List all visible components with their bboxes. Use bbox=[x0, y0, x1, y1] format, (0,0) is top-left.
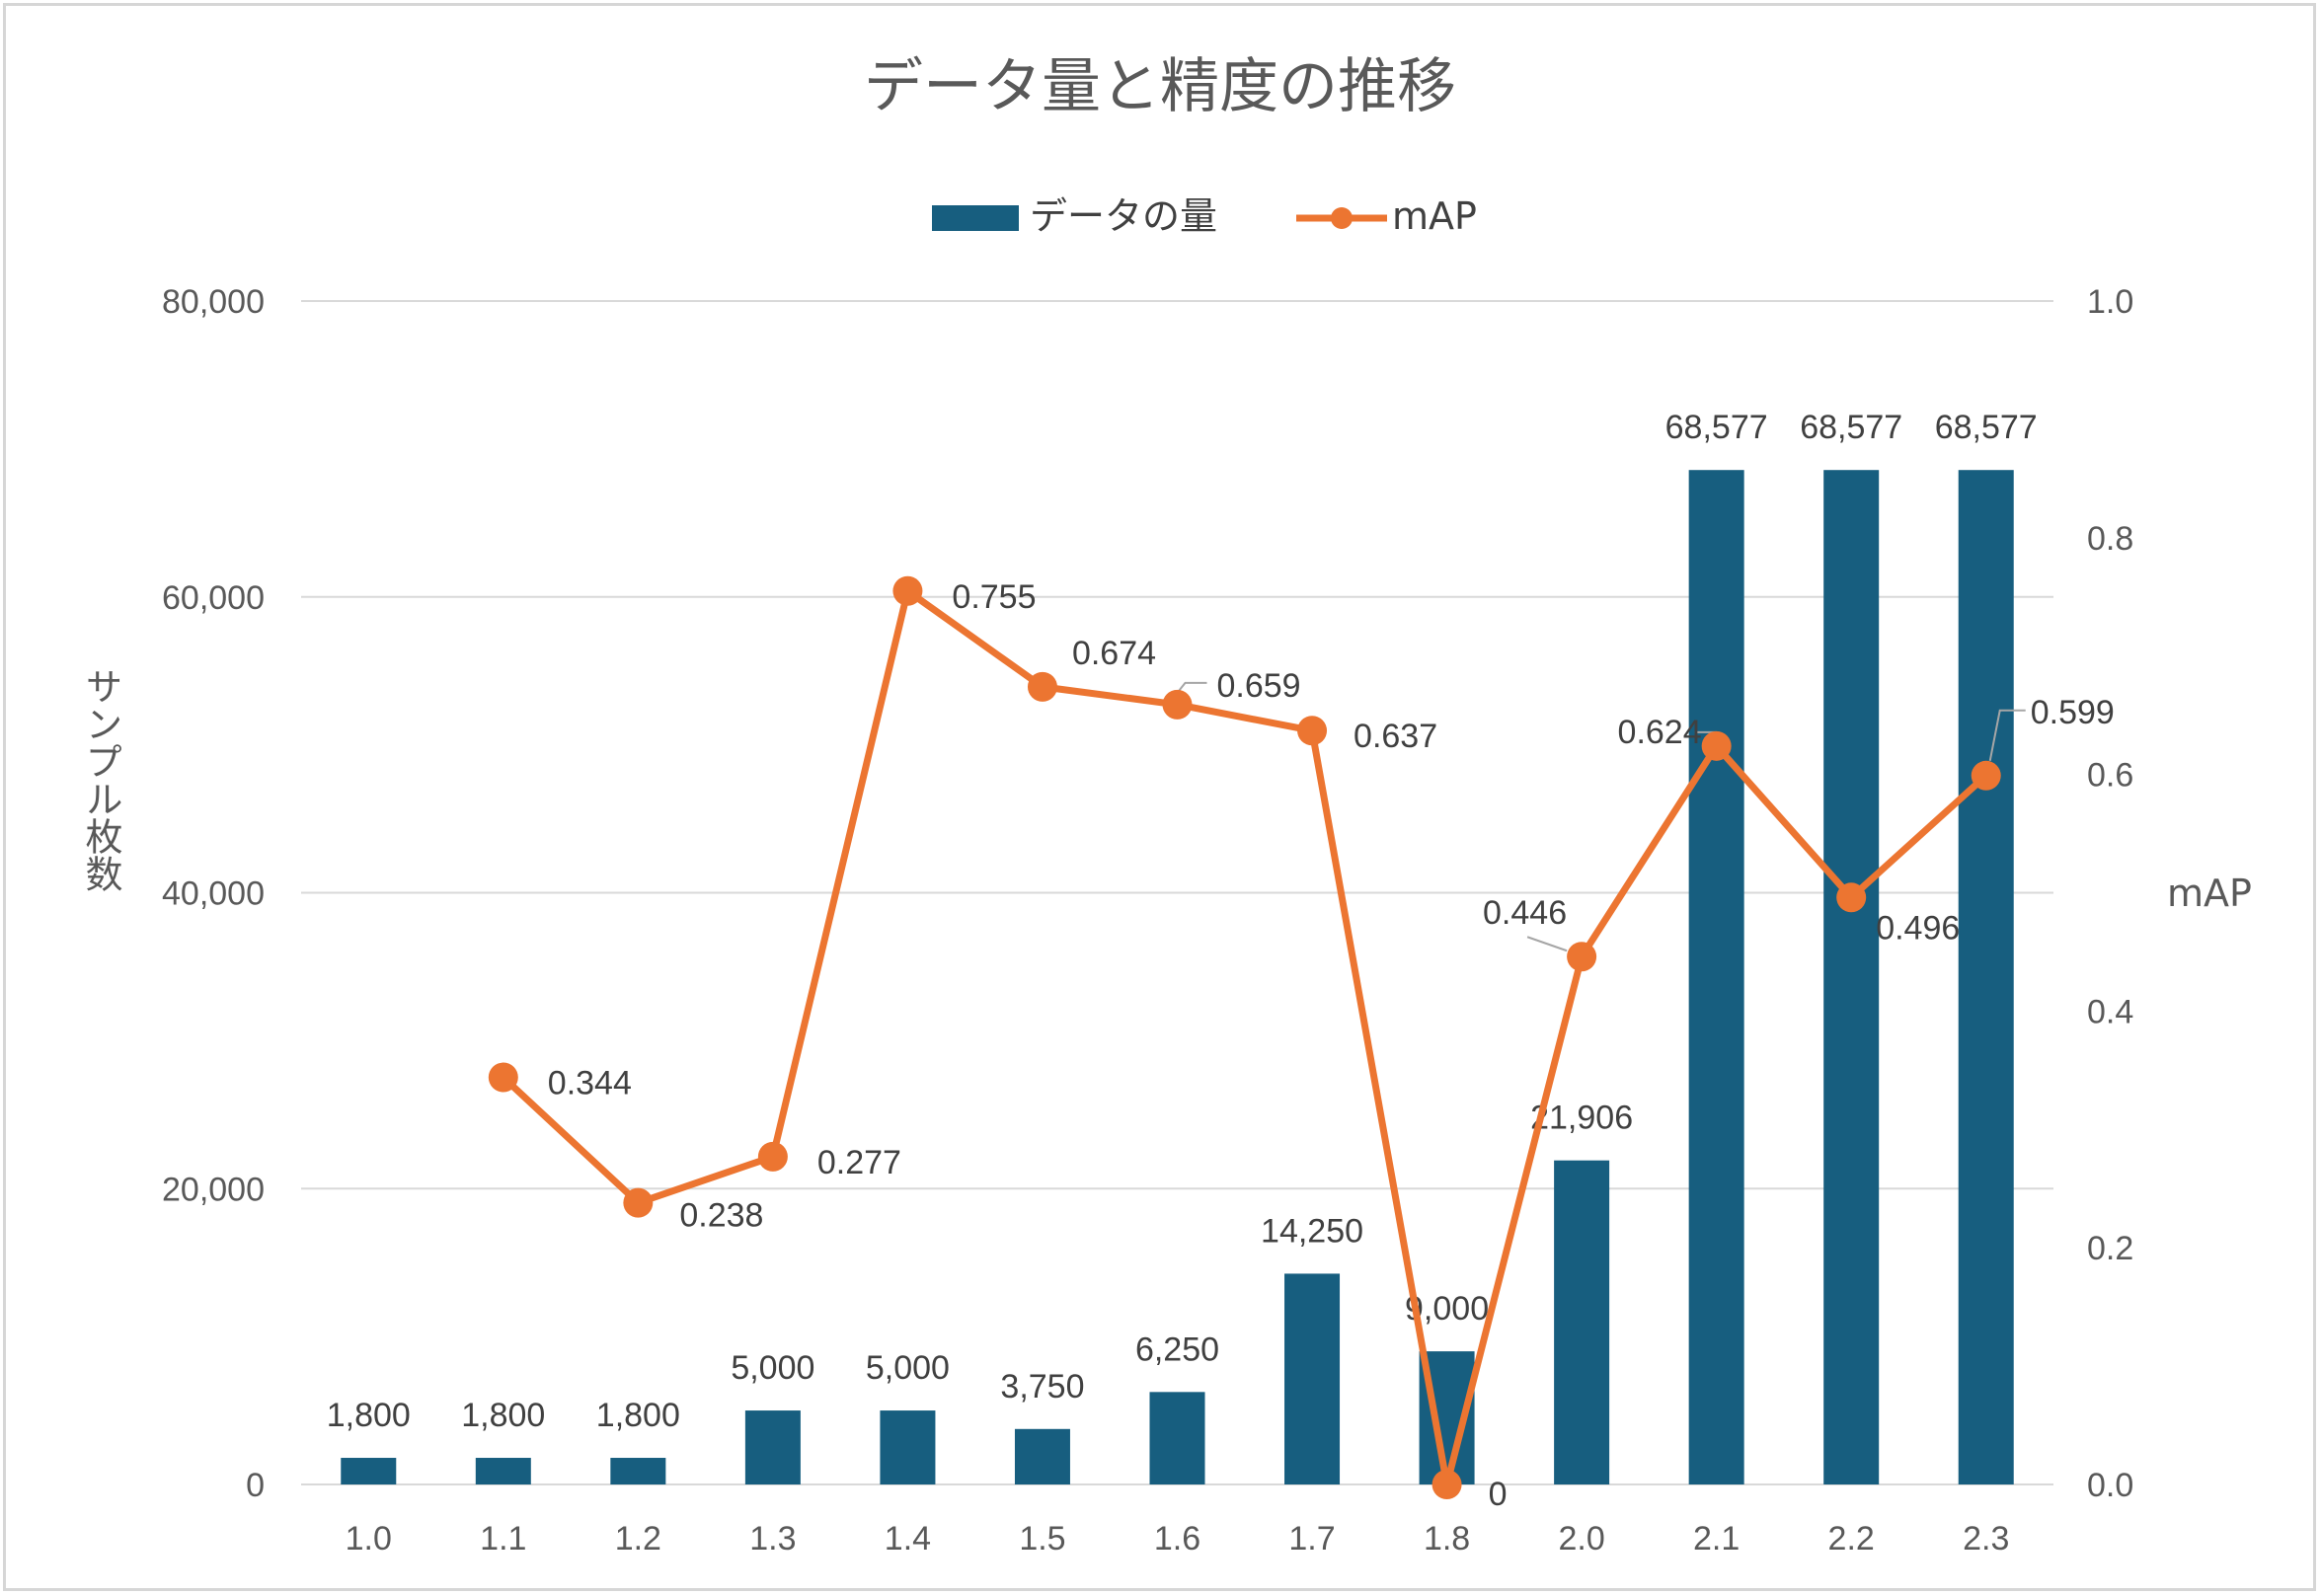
bar bbox=[1823, 470, 1880, 1485]
y-left-tick-label: 0 bbox=[246, 1467, 265, 1504]
legend-swatch-marker bbox=[1331, 207, 1353, 229]
bar bbox=[475, 1458, 531, 1484]
bar bbox=[1149, 1392, 1205, 1484]
legend-label-line: mAP bbox=[1392, 194, 1477, 238]
bar-data-label: 1,800 bbox=[461, 1397, 545, 1434]
map-data-label: 0.277 bbox=[817, 1144, 901, 1181]
x-tick-label: 2.2 bbox=[1828, 1520, 1875, 1558]
map-data-label: 0.659 bbox=[1217, 667, 1301, 705]
bar bbox=[1958, 470, 2014, 1485]
y-right-tick-label: 0.0 bbox=[2087, 1467, 2133, 1504]
map-point bbox=[1431, 1470, 1462, 1499]
y-left-tick-label: 40,000 bbox=[162, 875, 265, 913]
bar bbox=[880, 1410, 936, 1484]
bar bbox=[610, 1458, 666, 1484]
bar bbox=[1554, 1160, 1610, 1484]
y-left-tick-label: 60,000 bbox=[162, 579, 265, 617]
map-point bbox=[1027, 671, 1057, 702]
legend-label-bar: データの量 bbox=[1030, 194, 1217, 238]
map-point bbox=[757, 1141, 788, 1172]
y-right-tick-label: 0.8 bbox=[2087, 520, 2133, 558]
bar-data-label: 5,000 bbox=[731, 1349, 814, 1387]
chart-title: データ量と精度の推移 bbox=[864, 52, 1456, 121]
map-point bbox=[1836, 882, 1867, 913]
x-tick-label: 2.1 bbox=[1693, 1520, 1740, 1558]
map-data-label: 0.446 bbox=[1483, 894, 1567, 932]
leader-line bbox=[1988, 709, 2026, 761]
x-axis-ticks: 1.0 1.1 1.2 1.3 1.4 1.5 1.6 1.7 1.8 2.0 2.1 2.2 2.3 bbox=[346, 1520, 2010, 1558]
bar-data-label: 1,800 bbox=[596, 1397, 680, 1434]
map-point bbox=[623, 1187, 654, 1218]
gridlines bbox=[301, 300, 2053, 1485]
x-tick-label: 2.0 bbox=[1558, 1520, 1604, 1558]
map-data-label: 0 bbox=[1489, 1476, 1508, 1513]
map-data-label: 0.624 bbox=[1618, 714, 1702, 751]
legend: データの量 mAP bbox=[932, 194, 1477, 238]
bar-labels: 1,800 1,800 1,800 5,000 5,000 3,750 6,250 14,25… bbox=[327, 409, 2038, 1434]
y-right-axis-ticks: 0.0 0.2 0.4 0.6 0.8 1.0 bbox=[2087, 283, 2133, 1504]
bar bbox=[341, 1458, 397, 1484]
bar-data-label: 6,250 bbox=[1135, 1330, 1219, 1368]
x-tick-label: 1.5 bbox=[1019, 1520, 1065, 1558]
map-point bbox=[488, 1062, 518, 1093]
x-tick-label: 1.6 bbox=[1154, 1520, 1200, 1558]
leader-line bbox=[1176, 681, 1207, 694]
bar bbox=[744, 1410, 801, 1484]
map-line bbox=[501, 587, 1989, 1488]
y-right-tick-label: 1.0 bbox=[2087, 283, 2133, 321]
leader-line bbox=[1526, 936, 1568, 952]
map-data-label: 0.637 bbox=[1354, 718, 1437, 755]
map-point bbox=[1162, 689, 1193, 720]
x-tick-label: 1.0 bbox=[346, 1520, 392, 1558]
map-point bbox=[1297, 716, 1328, 746]
map-data-label: 0.755 bbox=[952, 578, 1036, 616]
bar bbox=[1284, 1273, 1341, 1484]
y-right-tick-label: 0.6 bbox=[2087, 757, 2133, 795]
x-tick-label: 2.3 bbox=[1963, 1520, 2009, 1558]
y-left-axis-title: サンプル枚数 bbox=[79, 667, 122, 892]
bar-data-label: 68,577 bbox=[1665, 409, 1768, 446]
map-point bbox=[892, 575, 923, 606]
bar-data-label: 1,800 bbox=[327, 1397, 411, 1434]
x-tick-label: 1.2 bbox=[615, 1520, 661, 1558]
map-point bbox=[1701, 730, 1732, 761]
bar-data-label: 68,577 bbox=[1800, 409, 1902, 446]
y-right-tick-label: 0.4 bbox=[2087, 993, 2133, 1030]
bar-data-label: 68,577 bbox=[1935, 409, 2038, 446]
y-right-axis-title: mAP bbox=[2167, 872, 2252, 915]
bar-data-label: 3,750 bbox=[1000, 1368, 1084, 1406]
chart-frame bbox=[3, 3, 2316, 1591]
map-data-label: 0.496 bbox=[1876, 909, 1960, 947]
bar-data-label: 14,250 bbox=[1261, 1212, 1363, 1250]
y-right-tick-label: 0.2 bbox=[2087, 1230, 2133, 1267]
y-left-tick-label: 80,000 bbox=[162, 283, 265, 321]
y-left-tick-label: 20,000 bbox=[162, 1171, 265, 1208]
x-tick-label: 1.8 bbox=[1424, 1520, 1470, 1558]
bar bbox=[1014, 1428, 1070, 1484]
legend-swatch-bar bbox=[932, 205, 1019, 231]
map-point bbox=[1971, 760, 2001, 791]
map-data-label: 0.674 bbox=[1072, 635, 1156, 672]
x-tick-label: 1.3 bbox=[749, 1520, 796, 1558]
bar-data-label: 5,000 bbox=[866, 1349, 950, 1387]
map-point bbox=[1567, 942, 1597, 972]
x-tick-label: 1.1 bbox=[480, 1520, 526, 1558]
y-left-axis-ticks: 0 20,000 40,000 60,000 80,000 bbox=[162, 283, 265, 1504]
bars bbox=[341, 470, 2014, 1485]
map-data-label: 0.238 bbox=[679, 1197, 763, 1235]
map-data-label: 0.344 bbox=[548, 1065, 632, 1102]
bar-data-label: 21,906 bbox=[1530, 1100, 1633, 1137]
map-data-label: 0.599 bbox=[2031, 694, 2115, 731]
x-tick-label: 1.7 bbox=[1288, 1520, 1335, 1558]
bar bbox=[1688, 470, 1744, 1485]
line-labels: 0.344 0.238 0.277 0.755 0.674 0.659 0.637 0 0.44… bbox=[548, 578, 2115, 1513]
map-line-series bbox=[488, 575, 2001, 1499]
x-tick-label: 1.4 bbox=[885, 1520, 931, 1558]
